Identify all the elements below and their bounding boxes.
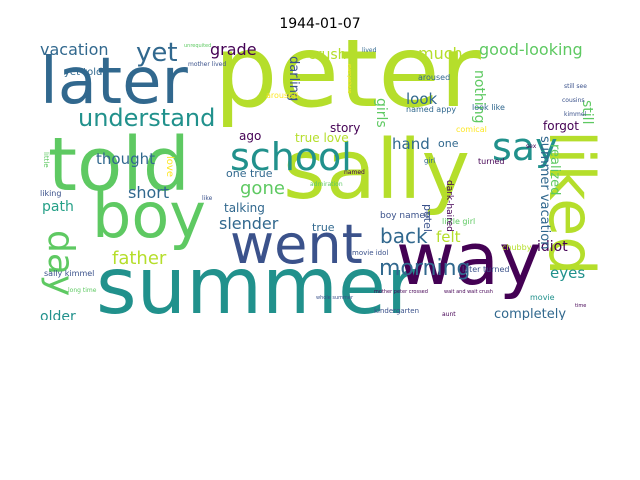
cloud-word: mother peter crossed [374,289,428,295]
cloud-word: true [312,221,335,234]
cloud-word: grade [210,40,257,59]
cloud-word: short [128,183,170,202]
cloud-word: named [344,169,365,176]
cloud-word: story [330,121,361,135]
cloud-word: whole summer [316,295,354,301]
cloud-word: girls [373,98,389,128]
cloud-word: felt [436,228,461,246]
cloud-word: lived [362,47,377,54]
cloud-word: still [579,100,595,125]
cloud-word: yet told [64,67,103,78]
cloud-word: time [575,303,587,309]
cloud-word: idiot [537,239,568,255]
cloud-word: unrequited [184,43,212,49]
cloud-word: love [164,156,175,177]
cloud-word: later turned [462,265,510,274]
cloud-word: wait and wait crush [444,289,493,295]
cloud-word: sally kimmel [44,269,95,278]
cloud-word: sex [526,143,537,150]
cloud-word: little girl [442,217,476,226]
page-title: 1944-01-07 [279,16,361,32]
cloud-word: good-looking [479,40,583,59]
cloud-word: liking [40,189,62,198]
cloud-word: went [230,213,363,276]
cloud-word: vacation [40,40,109,59]
cloud-word: later [40,45,188,119]
cloud-word: one true [226,167,273,180]
cloud-word: like [202,195,213,202]
cloud-word: girl [424,157,436,165]
cloud-word: cousins [562,97,585,104]
cloud-word: movie idol [352,249,389,257]
cloud-word: eyes [550,264,586,282]
cloud-word: chubby [502,243,532,252]
cloud-word: liked [535,130,600,276]
cloud-word: comical [456,125,487,134]
cloud-word: true love [295,131,349,145]
cloud-word: completely [494,307,567,320]
cloud-word: little [42,152,50,168]
cloud-word: hand [392,135,430,153]
cloud-word: much [418,44,463,63]
cloud-word: older [40,309,76,320]
cloud-word: peter [214,40,481,130]
cloud-word: forgot [543,119,579,133]
cloud-word: thought [96,150,155,168]
cloud-word: yet [136,40,178,68]
cloud-word: slender [219,214,279,233]
cloud-word: day [40,230,81,297]
cloud-word: ago [239,129,262,143]
cloud-word: told [48,122,190,208]
cloud-word: petel [421,204,434,232]
cloud-word: gone [240,178,285,199]
cloud-word: aroused [418,73,451,82]
cloud-word: sally [283,123,471,218]
cloud-word: summer [96,242,419,320]
cloud-word: named appy [406,105,457,114]
cloud-word: movie [530,293,555,302]
cloud-word: realized [547,144,562,196]
cloud-word: understand [78,104,216,132]
cloud-word: mother lived [188,61,227,68]
cloud-word: still see [564,83,587,90]
word-cloud: peter sally told summer later boy went w… [40,40,600,320]
cloud-word: turned [478,157,505,166]
cloud-word: father [112,248,167,269]
cloud-word: back [380,224,428,248]
cloud-word: crush [308,47,347,63]
cloud-word: nothing [471,70,487,124]
cloud-word: way [396,217,542,301]
cloud-word: darling [286,56,301,102]
cloud-word: boy named [380,211,431,221]
cloud-word: aroused [266,91,299,100]
cloud-word: everywhere [346,64,352,94]
cloud-word: morning [379,256,471,281]
cloud-word: say [492,125,558,169]
cloud-word: one [438,137,459,150]
cloud-word: aunt [442,311,456,318]
cloud-word: admiration [310,181,343,188]
cloud-word: talking [224,201,265,215]
cloud-word: kimmel [564,111,587,118]
cloud-word: long time [68,287,97,294]
cloud-word: kindergarten [374,307,420,315]
cloud-word: look like [472,103,505,112]
cloud-word: dark-haired [444,180,454,232]
cloud-word: school [230,135,352,179]
cloud-word: summer vacation [537,136,552,250]
cloud-word: look [406,90,438,108]
cloud-word: boy [92,179,206,252]
cloud-word: path [42,199,74,215]
